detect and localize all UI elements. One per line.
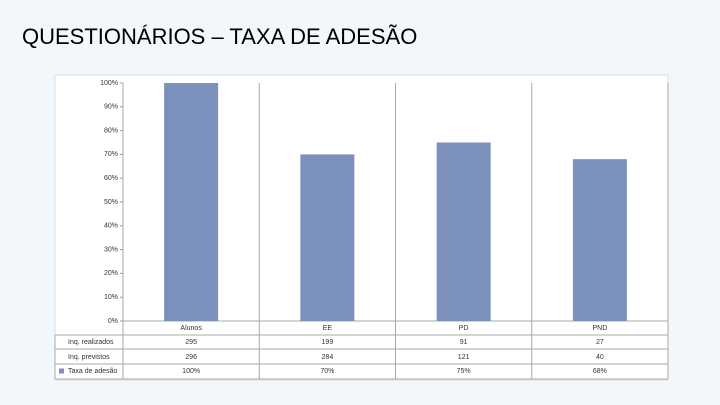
- y-tick-label: 10%: [104, 294, 118, 301]
- x-tick-label: PD: [459, 325, 469, 332]
- table-cell: 284: [322, 354, 334, 361]
- table-cell: 121: [458, 354, 470, 361]
- y-tick-label: 90%: [104, 104, 118, 111]
- bar: [436, 142, 491, 321]
- y-tick-label: 70%: [104, 151, 118, 158]
- legend-key: [59, 368, 64, 374]
- y-tick-label: 50%: [104, 199, 118, 206]
- data-label: 100%: [182, 368, 200, 375]
- y-tick-label: 40%: [104, 223, 118, 230]
- table-cell: 199: [322, 339, 334, 346]
- data-label: 68%: [593, 368, 607, 375]
- table-cell: 295: [185, 339, 197, 346]
- table-cell: 27: [596, 339, 604, 346]
- x-tick-label: Alunos: [180, 325, 202, 332]
- slide-title: QUESTIONÁRIOS – TAXA DE ADESÃO: [22, 24, 417, 49]
- x-tick-label: PND: [592, 325, 607, 332]
- data-label: 75%: [457, 368, 471, 375]
- chart-area: [54, 74, 669, 381]
- table-cell: 40: [596, 354, 604, 361]
- y-tick-label: 30%: [104, 246, 118, 253]
- y-tick-label: 20%: [104, 270, 118, 277]
- y-tick-label: 60%: [104, 175, 118, 182]
- y-tick-label: 80%: [104, 127, 118, 134]
- y-tick-label: 100%: [100, 80, 118, 87]
- legend-label: Taxa de adesão: [68, 368, 118, 375]
- x-tick-label: EE: [323, 325, 333, 332]
- table-cell: 296: [185, 354, 197, 361]
- bar: [572, 159, 627, 321]
- bar: [300, 154, 355, 321]
- data-label: 70%: [320, 368, 334, 375]
- table-row-label: Inq. previstos: [68, 354, 110, 361]
- table-cell: 91: [460, 339, 468, 346]
- table-row-label: Inq. realizados: [68, 339, 114, 346]
- bar: [164, 83, 219, 321]
- y-tick-label: 0%: [108, 318, 118, 325]
